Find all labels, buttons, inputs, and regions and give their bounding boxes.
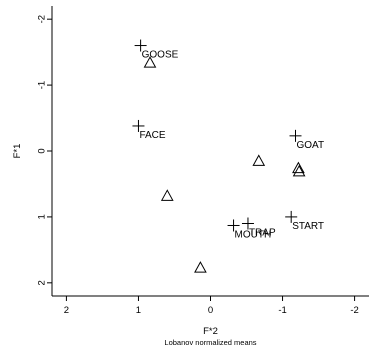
- triangle-marker: [292, 161, 305, 174]
- y-tick-label: 2: [36, 280, 47, 285]
- x-tick-label: 0: [208, 305, 213, 316]
- triangle-marker: [252, 154, 266, 166]
- point-label: MOUTH: [235, 229, 272, 240]
- plus-marker: [285, 210, 298, 223]
- plus-marker: [227, 219, 240, 232]
- y-tick-label: -1: [36, 81, 47, 89]
- point-label: GOOSE: [142, 50, 179, 61]
- y-tick-label: 1: [36, 214, 47, 219]
- point-label: FACE: [139, 130, 165, 141]
- triangle-marker: [160, 189, 174, 201]
- data-marks: [132, 39, 306, 273]
- x-tick-label: -2: [350, 305, 358, 316]
- triangle-marker: [292, 164, 306, 177]
- x-tick-label: 1: [136, 305, 141, 316]
- point-label: TRAP: [249, 228, 276, 239]
- plus-marker: [289, 129, 302, 142]
- plus-marker: [241, 217, 254, 230]
- point-label: START: [292, 221, 324, 232]
- point-label: GOAT: [297, 140, 325, 151]
- y-ticks: -2 -1 0 1 2: [36, 15, 52, 285]
- x-ticks: 2 1 0 -1 -2: [64, 296, 359, 316]
- x-axis-sublabel: Lobanov normalized means: [164, 338, 256, 347]
- x-tick-label: 2: [64, 305, 69, 316]
- y-tick-label: -2: [36, 15, 47, 23]
- plus-marker: [134, 39, 147, 52]
- triangle-marker: [194, 261, 207, 273]
- y-tick-label: 0: [36, 148, 47, 153]
- axes: [51, 6, 369, 297]
- x-axis-label: F*2: [203, 326, 218, 337]
- plus-marker: [132, 119, 145, 132]
- triangle-marker: [143, 56, 157, 68]
- y-axis-label: F*1: [12, 144, 23, 159]
- x-tick-label: -1: [278, 305, 286, 316]
